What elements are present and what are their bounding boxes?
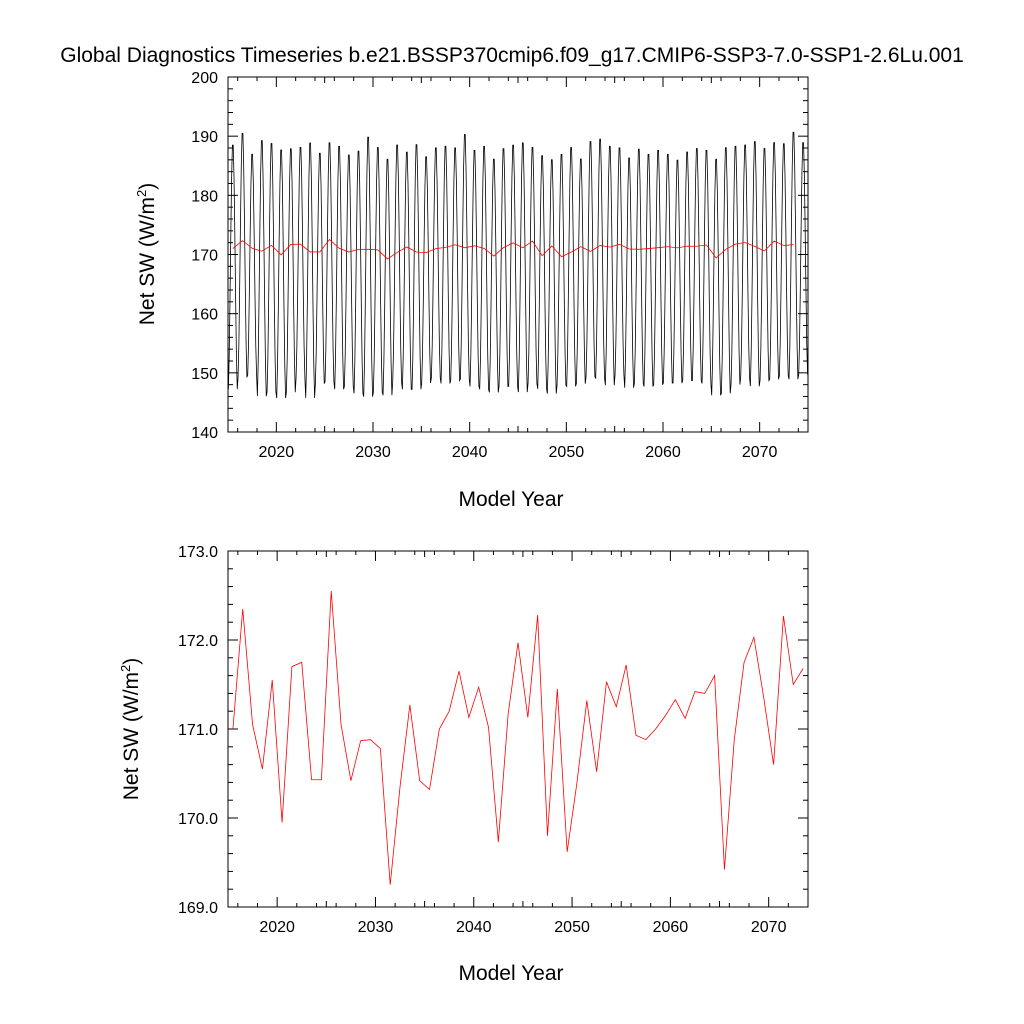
top-series-line-annual [232,238,794,260]
bottom-x-tick-label: 2050 [554,919,590,936]
bottom-series-line-annual [232,591,804,885]
top-y-tick-label: 170 [191,248,218,265]
bottom-y-tick-label: 170.0 [178,811,218,828]
top-x-tick-label: 2070 [742,444,778,461]
top-y-axis-label-sup: 2 [134,190,149,197]
bottom-x-axis-label: Model Year [458,962,563,985]
top-series-line-monthly [227,131,808,399]
bottom-x-tick-label: 2030 [358,919,394,936]
top-x-tick-label: 2030 [355,444,391,461]
bottom-panel: 2020 2030 2040 2050 2060 2070 169.0 170.0 171.0 1… [118,544,809,985]
bottom-x-tick-label: 2020 [259,919,295,936]
bottom-x-tick-label: 2070 [751,919,787,936]
top-y-tick-label: 140 [191,425,218,442]
bottom-series [232,591,804,885]
bottom-x-tick-label: 2040 [456,919,492,936]
bottom-y-tick-label: 172.0 [178,633,218,650]
figure-title: Global Diagnostics Timeseries b.e21.BSSP… [60,44,964,67]
top-x-tick-label: 2040 [452,444,488,461]
bottom-y-axis-label-close: ) [120,658,143,665]
top-y-tick-label: 190 [191,129,218,146]
bottom-ticks: 2020 2030 2040 2050 2060 2070 169.0 170.0 171.0 1… [178,544,809,936]
top-y-axis-label: Net SW (W/m2) [134,183,159,326]
top-y-axis-label-close: ) [136,183,159,190]
top-x-tick-label: 2060 [645,444,681,461]
top-y-tick-label: 150 [191,366,218,383]
bottom-plot-frame [227,550,809,908]
bottom-y-axis-label-main: Net SW (W/m [120,672,143,800]
top-y-tick-label: 200 [191,70,218,87]
bottom-y-tick-label: 173.0 [178,544,218,561]
top-x-tick-label: 2050 [549,444,585,461]
top-panel: 2020 2030 2040 2050 2060 2070 140 150 160 170 180 1… [134,70,809,511]
top-y-tick-label: 180 [191,188,218,205]
top-ticks: 2020 2030 2040 2050 2060 2070 140 150 160 170 180 1… [191,70,809,461]
bottom-y-tick-label: 169.0 [178,900,218,917]
bottom-y-axis-label-sup: 2 [118,665,133,672]
bottom-y-axis-label: Net SW (W/m2) [118,658,143,801]
top-y-tick-label: 160 [191,307,218,324]
top-x-axis-label: Model Year [458,488,563,511]
top-y-axis-label-main: Net SW (W/m [136,197,159,325]
bottom-y-tick-label: 171.0 [178,722,218,739]
top-x-tick-label: 2020 [259,444,295,461]
top-series [227,131,808,399]
bottom-x-tick-label: 2060 [653,919,689,936]
top-plot-frame [227,76,809,433]
